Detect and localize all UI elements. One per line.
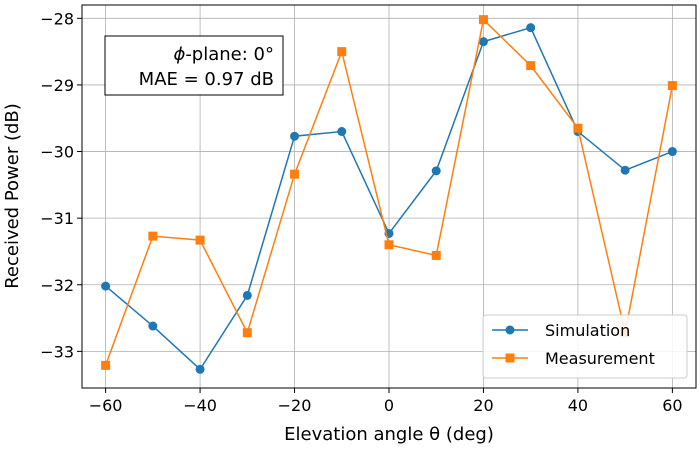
series-layer	[101, 15, 677, 374]
simulation-point	[667, 147, 677, 157]
simulation-point	[526, 23, 536, 33]
measurement-point	[573, 123, 583, 133]
y-tick-label: −29	[40, 76, 74, 95]
legend-simulation-marker	[505, 325, 515, 335]
measurement-point	[101, 360, 111, 370]
annotation-box: ϕ-plane: 0° MAE = 0.97 dB	[104, 35, 284, 96]
x-tick-label: 40	[568, 396, 588, 415]
simulation-point	[242, 290, 252, 300]
x-tick-label: −20	[278, 396, 312, 415]
annotation-line-2: MAE = 0.97 dB	[139, 69, 274, 90]
measurement-point	[242, 328, 252, 338]
simulation-point	[337, 127, 347, 137]
annotation-line-1: ϕ-plane: 0°	[173, 44, 274, 65]
y-axis-label: Received Power (dB)	[2, 103, 23, 289]
measurement-point	[478, 15, 488, 25]
simulation-point	[431, 166, 441, 176]
x-axis-label: Elevation angle θ (deg)	[284, 424, 494, 445]
x-tick-label: −60	[89, 396, 123, 415]
legend: Simulation Measurement	[482, 314, 688, 379]
x-tick-label: 0	[384, 396, 394, 415]
legend-measurement-marker	[505, 353, 515, 363]
y-tick-label: −32	[40, 276, 74, 295]
legend-simulation-label: Simulation	[545, 321, 630, 340]
x-tick-label: 60	[662, 396, 682, 415]
measurement-point	[526, 61, 536, 71]
measurement-point	[384, 240, 394, 250]
simulation-point	[478, 37, 488, 47]
series-measurement	[101, 15, 677, 370]
simulation-point	[290, 131, 300, 141]
x-tick-label: −40	[183, 396, 217, 415]
simulation-point	[148, 321, 158, 331]
y-tick-label: −28	[40, 9, 74, 28]
measurement-point	[337, 47, 347, 57]
measurement-point	[195, 235, 205, 245]
measurement-point	[148, 231, 158, 241]
measurement-point	[667, 81, 677, 91]
x-tick-label: 20	[473, 396, 493, 415]
simulation-point	[620, 165, 630, 175]
y-tick-label: −31	[40, 209, 74, 228]
simulation-point	[195, 364, 205, 374]
measurement-point	[431, 250, 441, 260]
y-tick-label: −30	[40, 143, 74, 162]
legend-measurement-label: Measurement	[545, 349, 655, 368]
simulation-point	[101, 281, 111, 291]
y-tick-label: −33	[40, 342, 74, 361]
measurement-point	[290, 169, 300, 179]
axis-ticks: −60 −40 −20 0 20 40 60 −33 −32 −31 −30 −29 −28	[40, 9, 682, 415]
